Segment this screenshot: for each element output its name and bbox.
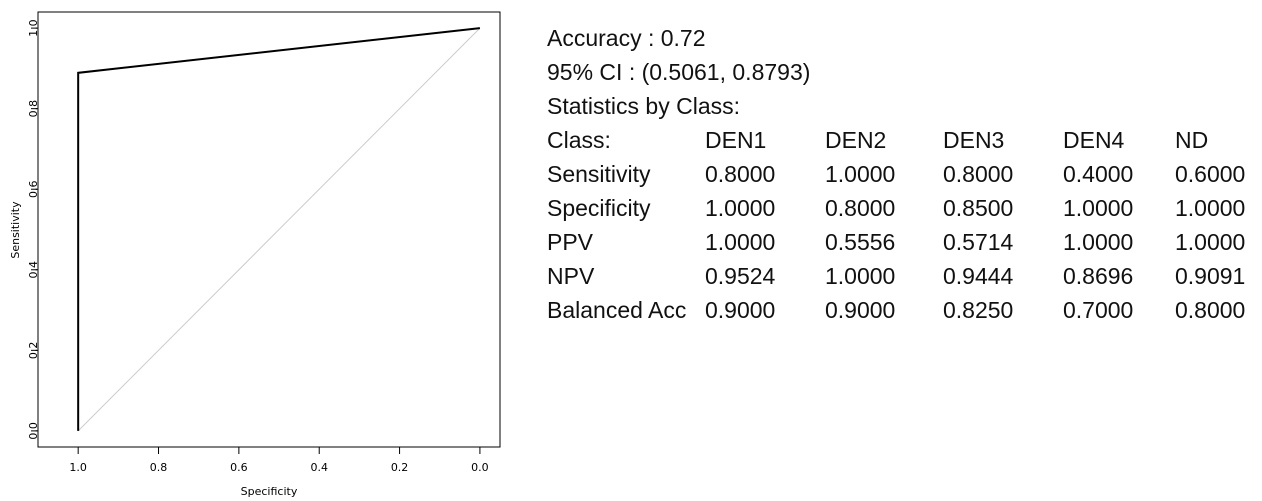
table-cell: 0.9091 — [1175, 263, 1245, 289]
table-cell: 0.9000 — [825, 297, 895, 323]
table-cell: 1.0000 — [825, 161, 895, 187]
y-tick-label: 1.0 — [27, 19, 40, 37]
table-cell: 0.8000 — [943, 161, 1013, 187]
y-tick-label: 0.4 — [27, 261, 40, 279]
x-tick-label: 1.0 — [69, 461, 87, 474]
table-cell: 1.0000 — [1063, 229, 1133, 255]
row-label: Sensitivity — [547, 161, 651, 187]
roc-line — [77, 27, 481, 431]
table-cell: 1.0000 — [705, 195, 775, 221]
x-tick-label: 0.2 — [391, 461, 409, 474]
x-tick-label: 0.8 — [150, 461, 168, 474]
table-header: DEN1 — [705, 127, 766, 153]
stats-line: 95% CI : (0.5061, 0.8793) — [547, 59, 810, 85]
table-cell: 0.9000 — [705, 297, 775, 323]
row-label: Specificity — [547, 195, 651, 221]
plot-frame — [37, 11, 501, 448]
row-label: NPV — [547, 263, 595, 289]
table-cell: 0.6000 — [1175, 161, 1245, 187]
stats-line: Statistics by Class: — [547, 93, 740, 119]
y-tick-label: 0.2 — [27, 342, 40, 360]
table-header: Class: — [547, 127, 611, 153]
table-cell: 0.8250 — [943, 297, 1013, 323]
table-cell: 0.8000 — [1175, 297, 1245, 323]
table-cell: 0.4000 — [1063, 161, 1133, 187]
table-cell: 0.8500 — [943, 195, 1013, 221]
stats-line: Accuracy : 0.72 — [547, 25, 706, 51]
table-header: DEN3 — [943, 127, 1004, 153]
table-cell: 0.5714 — [943, 229, 1014, 255]
y-tick-label: 0.0 — [27, 422, 40, 440]
table-cell: 1.0000 — [1063, 195, 1133, 221]
y-tick-label: 0.6 — [27, 180, 40, 198]
x-axis-label: Specificity — [241, 485, 298, 498]
table-header: DEN2 — [825, 127, 886, 153]
row-label: PPV — [547, 229, 594, 255]
table-cell: 1.0000 — [825, 263, 895, 289]
table-cell: 0.9524 — [705, 263, 776, 289]
row-label: Balanced Acc — [547, 297, 686, 323]
table-cell: 1.0000 — [1175, 195, 1245, 221]
y-axis-label: Sensitivity — [9, 201, 22, 259]
table-cell: 1.0000 — [1175, 229, 1245, 255]
table-cell: 0.7000 — [1063, 297, 1133, 323]
table-header: DEN4 — [1063, 127, 1125, 153]
x-tick-label: 0.4 — [310, 461, 328, 474]
table-cell: 0.8000 — [705, 161, 775, 187]
table-cell: 0.8000 — [825, 195, 895, 221]
x-tick-label: 0.0 — [471, 461, 489, 474]
roc-line — [77, 27, 481, 432]
table-cell: 1.0000 — [705, 229, 775, 255]
y-tick-label: 0.8 — [27, 100, 40, 118]
table-cell: 0.5556 — [825, 229, 895, 255]
x-tick-label: 0.6 — [230, 461, 248, 474]
table-cell: 0.9444 — [943, 263, 1014, 289]
table-header: ND — [1175, 127, 1208, 153]
table-cell: 0.8696 — [1063, 263, 1133, 289]
